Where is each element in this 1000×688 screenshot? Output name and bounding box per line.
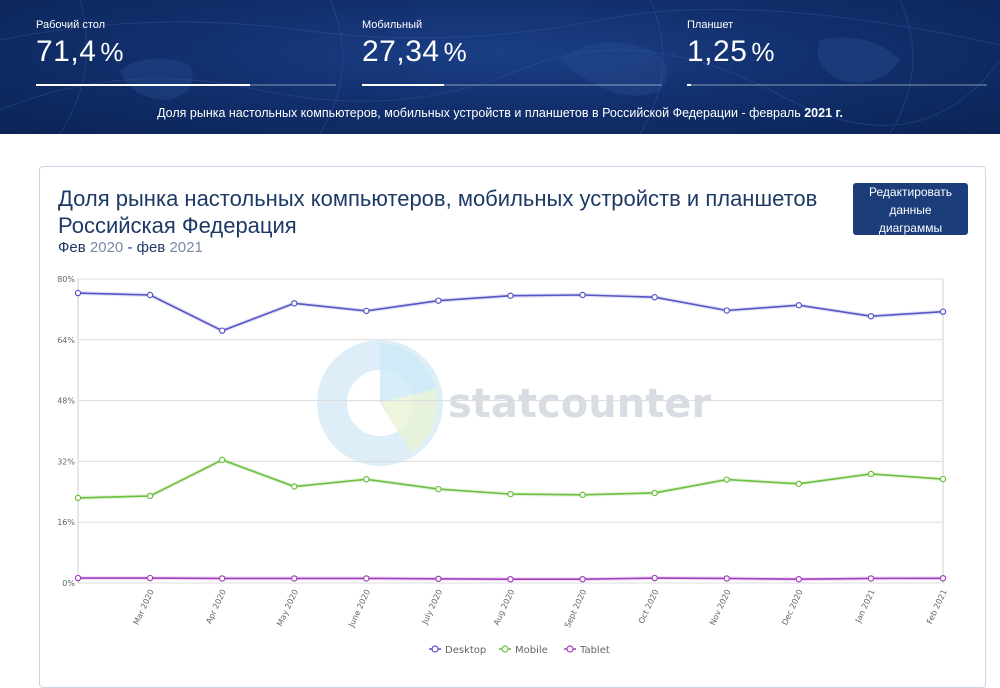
- y-tick-label: 32%: [57, 457, 75, 466]
- edit-chart-data-button[interactable]: Редактировать данные диаграммы: [853, 183, 968, 235]
- series-tablet-point: [435, 575, 442, 583]
- x-tick-label: May 2020: [275, 588, 300, 628]
- x-tick-label: Sept 2020: [563, 588, 589, 629]
- x-tick-label: July 2020: [420, 588, 444, 627]
- series-tablet-point: [291, 575, 298, 582]
- series-desktop-point: [939, 308, 947, 315]
- legend-tablet-label: Tablet: [579, 645, 610, 656]
- y-tick-label: 16%: [57, 518, 75, 527]
- stats-banner: Рабочий стол 71,4% Мобильный 27,34% План…: [0, 0, 1000, 134]
- series-mobile-point: [867, 470, 875, 478]
- series-mobile-point: [74, 494, 82, 502]
- stat-tablet-value: 1,25%: [687, 35, 776, 68]
- stat-mobile-bar: [362, 84, 662, 86]
- statcounter-watermark: statcounter: [317, 340, 711, 466]
- series-desktop-point: [363, 307, 370, 315]
- series-tablet-point: [74, 574, 82, 582]
- stat-desktop-value: 71,4%: [36, 35, 125, 68]
- stat-desktop-bar: [36, 84, 336, 86]
- legend-item-mobile: Mobile: [499, 645, 548, 656]
- x-tick-label: Mar 2020: [132, 588, 156, 626]
- series-desktop-point: [723, 307, 730, 314]
- stat-tablet-bar: [687, 84, 987, 86]
- series-tablet-point: [146, 574, 154, 582]
- x-tick-label: Oct 2020: [637, 588, 661, 625]
- x-tick-label: June 2020: [347, 588, 373, 629]
- series-tablet-point: [867, 575, 875, 582]
- watermark-text: statcounter: [448, 381, 711, 427]
- banner-caption: Доля рынка настольных компьютеров, мобил…: [157, 106, 843, 120]
- legend-desktop-label: Desktop: [445, 645, 486, 656]
- legend-desktop-marker-icon: [431, 645, 439, 653]
- series-tablet-point: [723, 575, 730, 582]
- series-desktop-point: [146, 291, 154, 299]
- series-desktop-point: [795, 302, 803, 309]
- series-desktop-point: [74, 289, 82, 297]
- stat-mobile-label: Мобильный: [362, 19, 423, 31]
- series-desktop-point: [291, 300, 298, 307]
- line-chart: statcounter 0% 16% 32% 48% 64% 80% Mar 2020 Ap…: [57, 275, 949, 656]
- y-tick-label: 0%: [62, 579, 75, 588]
- series-desktop-point: [507, 292, 514, 299]
- series-mobile-point: [363, 476, 370, 483]
- legend-item-tablet: Tablet: [564, 645, 610, 656]
- series-mobile-point: [218, 456, 226, 464]
- chart-card: Доля рынка настольных компьютеров, мобил…: [39, 166, 986, 688]
- series-tablet-point: [651, 574, 658, 582]
- stat-desktop: Рабочий стол 71,4%: [36, 18, 336, 86]
- legend-tablet-marker-icon: [566, 645, 574, 653]
- x-tick-label: Jan 2021: [853, 588, 876, 625]
- legend-mobile-label: Mobile: [515, 645, 548, 656]
- chart-date-range: Фев 2020 - фев 2021: [58, 239, 203, 256]
- series-desktop-point: [435, 297, 442, 304]
- x-tick-label: Apr 2020: [204, 588, 228, 625]
- series-desktop-point: [651, 294, 658, 301]
- series-tablet-point: [795, 576, 803, 583]
- stat-tablet-label: Планшет: [687, 19, 734, 31]
- series-tablet-point: [507, 576, 514, 583]
- series-desktop-point: [867, 313, 875, 320]
- stat-tablet: Планшет 1,25%: [687, 18, 987, 86]
- series-tablet-point: [939, 575, 947, 582]
- series-mobile-point: [291, 483, 298, 490]
- series-mobile-point: [579, 491, 586, 499]
- series-mobile-point: [146, 492, 154, 500]
- series-desktop-point: [218, 327, 226, 334]
- stat-mobile-value: 27,34%: [362, 35, 468, 68]
- legend-mobile-marker-icon: [501, 645, 509, 653]
- series-tablet-point: [579, 576, 586, 583]
- series-desktop-point: [579, 291, 586, 299]
- series-tablet-point: [218, 575, 226, 582]
- x-tick-label: Nov 2020: [708, 588, 732, 627]
- y-tick-label: 64%: [57, 336, 75, 345]
- stat-desktop-label: Рабочий стол: [36, 19, 106, 31]
- stat-mobile: Мобильный 27,34%: [362, 18, 662, 86]
- series-mobile-point: [507, 490, 514, 498]
- x-tick-label: Dec 2020: [780, 588, 804, 627]
- series-mobile-point: [651, 489, 658, 497]
- x-tick-label: Feb 2021: [925, 588, 949, 625]
- series-tablet-point: [363, 575, 370, 582]
- series-mobile-point: [435, 485, 442, 493]
- series-mobile-point: [939, 475, 947, 483]
- y-tick-label: 48%: [57, 397, 75, 406]
- y-tick-label: 80%: [57, 275, 75, 284]
- series-mobile-point: [795, 480, 803, 488]
- x-tick-label: Aug 2020: [492, 588, 516, 627]
- series-mobile-point: [723, 476, 730, 483]
- world-map-background: [0, 0, 1000, 134]
- legend-item-desktop: Desktop: [429, 645, 486, 656]
- chart-title: Доля рынка настольных компьютеров, мобил…: [58, 186, 818, 238]
